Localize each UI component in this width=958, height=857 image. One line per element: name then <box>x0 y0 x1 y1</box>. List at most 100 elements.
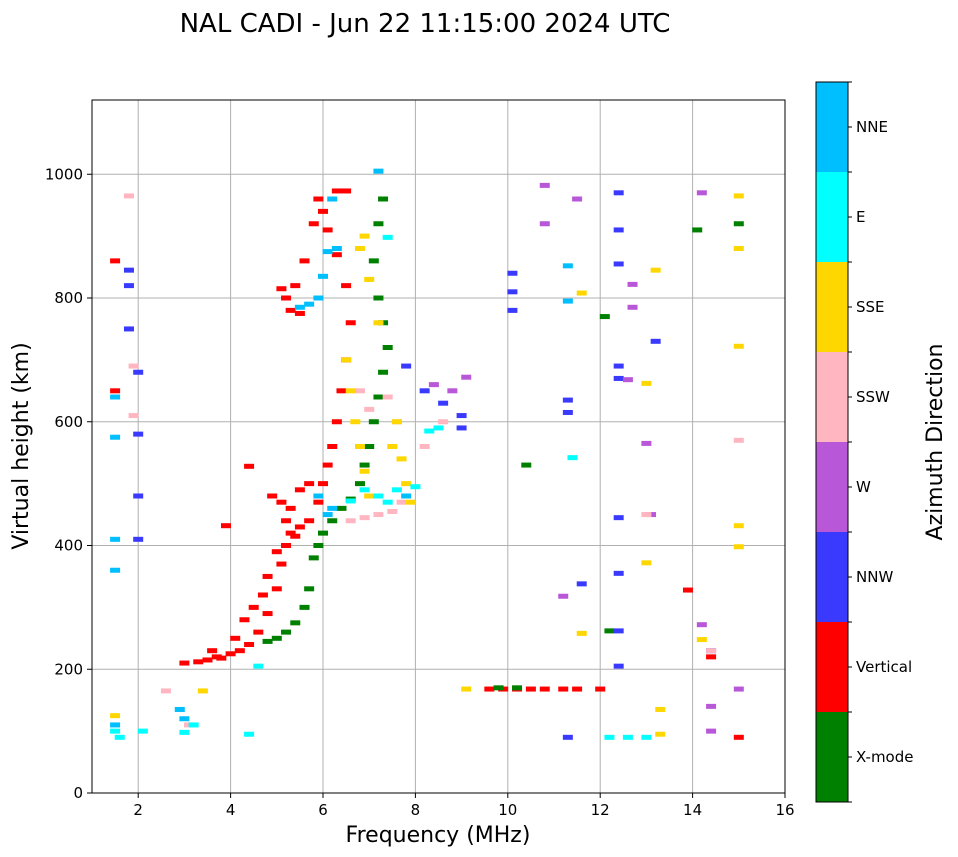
echo-point-x-mode <box>521 462 532 468</box>
echo-point-x-mode <box>368 419 379 425</box>
echo-point-nne <box>313 295 324 301</box>
echo-point-vertical <box>558 686 569 692</box>
chart-title: NAL CADI - Jun 22 11:15:00 2024 UTC <box>180 9 671 39</box>
x-tick-label: 12 <box>591 801 610 819</box>
echo-point-ssw <box>123 193 134 199</box>
echo-point-vertical <box>318 208 328 214</box>
x-tick-label: 6 <box>318 801 328 819</box>
echo-point-nnw <box>613 628 624 634</box>
echo-point-ssw <box>128 363 139 369</box>
echo-point-nnw <box>613 570 624 576</box>
echo-point-nnw <box>401 363 412 369</box>
echo-point-nnw <box>507 289 518 295</box>
echo-point-x-mode <box>692 227 703 233</box>
echo-point-sse <box>576 630 587 636</box>
echo-point-vertical <box>285 307 296 313</box>
echo-point-e <box>382 499 393 505</box>
echo-point-vertical <box>336 388 347 394</box>
echo-point-nnw <box>133 493 144 499</box>
echo-point-x-mode <box>318 530 328 536</box>
y-axis-label: Virtual height (km) <box>9 342 34 549</box>
echo-point-sse <box>197 688 208 694</box>
echo-point-e <box>188 722 199 728</box>
plot-frame <box>91 99 786 794</box>
echo-point-w <box>696 622 707 628</box>
y-tick-label: 800 <box>54 289 83 307</box>
echo-point-nnw <box>507 270 518 276</box>
echo-point-w <box>572 196 583 202</box>
echo-point-vertical <box>276 286 287 292</box>
echo-point-e <box>622 734 633 740</box>
echo-point-nne <box>110 394 121 400</box>
echo-point-ssw <box>382 394 393 400</box>
echo-point-x-mode <box>327 518 338 524</box>
echo-point-x-mode <box>512 685 523 691</box>
echo-point-sse <box>576 290 587 296</box>
echo-point-vertical <box>733 734 744 740</box>
echo-point-nnw <box>507 307 518 313</box>
echo-point-e <box>433 425 444 431</box>
echo-point-sse <box>641 380 652 386</box>
echo-point-e <box>244 731 255 737</box>
echo-point-sse <box>733 193 744 199</box>
axis-ticks: 2 4 6 8 10 12 14 16 0 200 400 600 800 1000 <box>45 165 795 819</box>
colorbar-tick-label: E <box>856 208 865 226</box>
colorbar-segment <box>816 622 848 712</box>
echo-point-vertical <box>595 686 606 692</box>
echo-point-nne <box>110 567 121 573</box>
echo-point-nnw <box>613 227 624 233</box>
echo-point-vertical <box>313 196 324 202</box>
echo-point-vertical <box>110 258 121 264</box>
echo-point-vertical <box>294 310 305 316</box>
echo-point-e <box>567 455 578 461</box>
echo-point-sse <box>733 246 744 251</box>
echo-point-nnw <box>613 663 624 669</box>
echo-point-sse <box>405 499 416 505</box>
echo-point-vertical <box>271 586 282 592</box>
echo-point-vertical <box>262 611 273 617</box>
echo-point-w <box>461 374 472 380</box>
x-tick-label: 10 <box>498 801 517 819</box>
colorbar-tick-label: W <box>856 478 871 496</box>
echo-point-nnw <box>123 283 134 289</box>
echo-point-x-mode <box>308 555 319 561</box>
echo-point-vertical <box>341 188 352 194</box>
echo-point-nnw <box>438 400 449 406</box>
colorbar-tick-label: SSW <box>856 388 890 406</box>
echo-point-sse <box>650 267 661 273</box>
echo-point-vertical <box>682 587 693 593</box>
echo-point-vertical <box>539 686 550 692</box>
echo-point-vertical <box>230 635 241 641</box>
colorbar-segment <box>816 262 848 352</box>
echo-point-x-mode <box>368 258 379 264</box>
echo-point-x-mode <box>373 394 384 400</box>
echo-point-w <box>733 686 744 692</box>
echo-point-nnw <box>419 388 430 394</box>
echo-point-vertical <box>484 686 495 692</box>
echo-point-vertical <box>290 533 301 539</box>
echo-point-e <box>604 734 615 740</box>
echo-point-ssw <box>396 499 407 505</box>
echo-point-vertical <box>276 499 287 505</box>
echo-point-vertical <box>341 283 352 289</box>
echo-point-vertical <box>290 283 301 289</box>
echo-point-vertical <box>193 659 204 665</box>
echo-point-nnw <box>613 375 624 381</box>
echo-point-x-mode <box>373 221 384 227</box>
echo-point-vertical <box>322 227 333 233</box>
echo-point-sse <box>391 419 402 425</box>
echo-point-vertical <box>281 543 292 548</box>
echo-point-x-mode <box>382 345 393 350</box>
echo-point-vertical <box>179 660 190 666</box>
echo-point-nnw <box>456 413 467 419</box>
echo-point-nne <box>322 512 333 518</box>
echo-point-w <box>622 377 633 383</box>
echo-point-x-mode <box>299 604 310 610</box>
echo-point-w <box>539 182 550 188</box>
echo-point-e <box>114 734 125 740</box>
colorbar-tick-label: SSE <box>856 298 885 316</box>
colorbar-frame <box>815 81 849 803</box>
echo-point-x-mode <box>599 314 610 320</box>
echo-point-nne <box>373 168 384 174</box>
echo-point-nne <box>304 301 315 307</box>
